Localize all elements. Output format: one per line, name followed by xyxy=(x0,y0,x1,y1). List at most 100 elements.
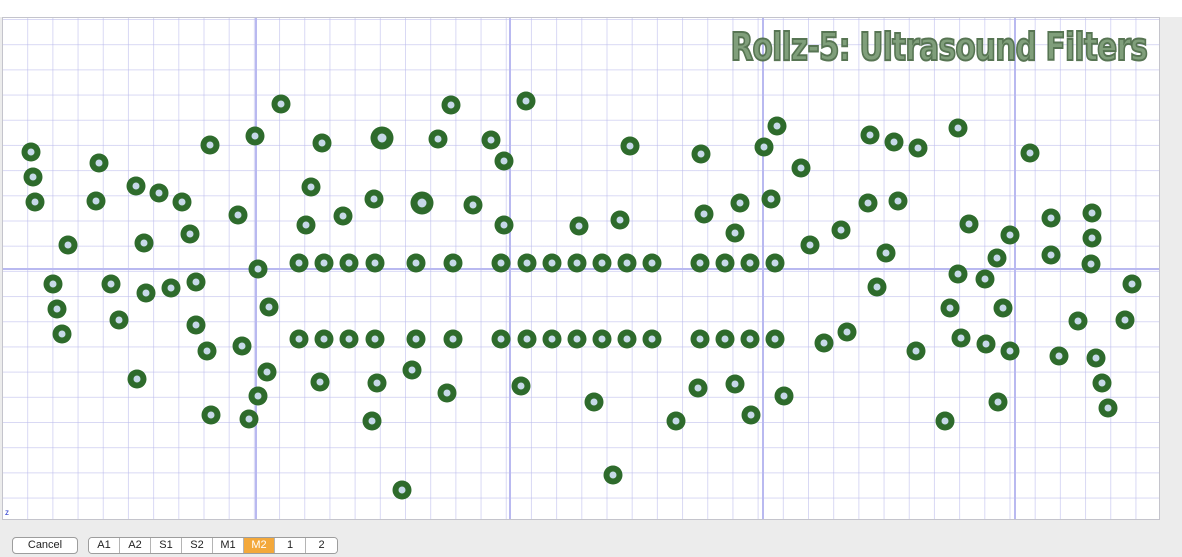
pcb-pad[interactable] xyxy=(715,253,735,273)
pcb-pad[interactable] xyxy=(767,116,787,136)
pcb-pad[interactable] xyxy=(688,378,708,398)
pcb-pad[interactable] xyxy=(1086,348,1106,368)
pcb-pad[interactable] xyxy=(134,233,154,253)
pcb-pad[interactable] xyxy=(542,329,562,349)
pcb-pad[interactable] xyxy=(392,480,412,500)
pcb-pad[interactable] xyxy=(617,329,637,349)
pcb-pad[interactable] xyxy=(443,253,463,273)
pcb-pad[interactable] xyxy=(443,329,463,349)
pcb-pad[interactable] xyxy=(976,334,996,354)
pcb-pad[interactable] xyxy=(975,269,995,289)
pcb-pad[interactable] xyxy=(481,130,501,150)
pcb-pad[interactable] xyxy=(23,167,43,187)
pcb-pad[interactable] xyxy=(1041,208,1061,228)
pcb-pad[interactable] xyxy=(884,132,904,152)
pcb-pad[interactable] xyxy=(694,204,714,224)
pcb-pad[interactable] xyxy=(791,158,811,178)
pcb-pad[interactable] xyxy=(463,195,483,215)
pcb-canvas[interactable]: Rollz-5: Ultrasound Filters z xyxy=(2,17,1160,520)
pcb-pad[interactable] xyxy=(21,142,41,162)
pcb-pad[interactable] xyxy=(1092,373,1112,393)
pcb-pad[interactable] xyxy=(517,329,537,349)
pcb-pad[interactable] xyxy=(516,91,536,111)
pcb-pad[interactable] xyxy=(642,253,662,273)
pcb-pad[interactable] xyxy=(370,126,394,150)
pcb-pad[interactable] xyxy=(837,322,857,342)
pcb-pad[interactable] xyxy=(494,215,514,235)
pcb-pad[interactable] xyxy=(491,329,511,349)
pcb-pad[interactable] xyxy=(1098,398,1118,418)
pcb-pad[interactable] xyxy=(136,283,156,303)
pcb-pad[interactable] xyxy=(186,272,206,292)
pcb-pad[interactable] xyxy=(1000,225,1020,245)
pcb-pad[interactable] xyxy=(367,373,387,393)
pcb-pad[interactable] xyxy=(610,210,630,230)
pcb-pad[interactable] xyxy=(86,191,106,211)
pcb-pad[interactable] xyxy=(1122,274,1142,294)
pcb-pad[interactable] xyxy=(180,224,200,244)
pcb-pad[interactable] xyxy=(491,253,511,273)
pcb-pad[interactable] xyxy=(441,95,461,115)
pcb-pad[interactable] xyxy=(310,372,330,392)
pcb-pad[interactable] xyxy=(259,297,279,317)
pcb-pad[interactable] xyxy=(406,329,426,349)
pcb-pad[interactable] xyxy=(301,177,321,197)
pcb-pad[interactable] xyxy=(906,341,926,361)
pcb-pad[interactable] xyxy=(951,328,971,348)
pcb-pad[interactable] xyxy=(271,94,291,114)
pcb-pad[interactable] xyxy=(620,136,640,156)
pcb-pad[interactable] xyxy=(948,264,968,284)
pcb-pad[interactable] xyxy=(1020,143,1040,163)
pcb-pad[interactable] xyxy=(101,274,121,294)
tab-1[interactable]: 1 xyxy=(275,538,306,553)
pcb-pad[interactable] xyxy=(542,253,562,273)
pcb-pad[interactable] xyxy=(126,176,146,196)
pcb-pad[interactable] xyxy=(988,392,1008,412)
pcb-pad[interactable] xyxy=(402,360,422,380)
pcb-pad[interactable] xyxy=(642,329,662,349)
pcb-pad[interactable] xyxy=(296,215,316,235)
pcb-pad[interactable] xyxy=(289,253,309,273)
pcb-pad[interactable] xyxy=(289,329,309,349)
pcb-pad[interactable] xyxy=(127,369,147,389)
pcb-pad[interactable] xyxy=(161,278,181,298)
tab-s1[interactable]: S1 xyxy=(151,538,182,553)
pcb-pad[interactable] xyxy=(1041,245,1061,265)
pcb-pad[interactable] xyxy=(740,253,760,273)
tab-2[interactable]: 2 xyxy=(306,538,337,553)
pcb-pad[interactable] xyxy=(1115,310,1135,330)
pcb-pad[interactable] xyxy=(197,341,217,361)
tab-m2[interactable]: M2 xyxy=(244,538,275,553)
pcb-pad[interactable] xyxy=(765,329,785,349)
pcb-pad[interactable] xyxy=(584,392,604,412)
pcb-pad[interactable] xyxy=(149,183,169,203)
pcb-pad[interactable] xyxy=(364,189,384,209)
pcb-pad[interactable] xyxy=(511,376,531,396)
pcb-pad[interactable] xyxy=(1000,341,1020,361)
pcb-pad[interactable] xyxy=(725,374,745,394)
pcb-pad[interactable] xyxy=(43,274,63,294)
pcb-pad[interactable] xyxy=(754,137,774,157)
pcb-pad[interactable] xyxy=(715,329,735,349)
cancel-button[interactable]: Cancel xyxy=(12,537,78,554)
pcb-pad[interactable] xyxy=(228,205,248,225)
pcb-pad[interactable] xyxy=(740,329,760,349)
pcb-pad[interactable] xyxy=(666,411,686,431)
pcb-pad[interactable] xyxy=(867,277,887,297)
pcb-pad[interactable] xyxy=(248,259,268,279)
pcb-pad[interactable] xyxy=(25,192,45,212)
pcb-pad[interactable] xyxy=(948,118,968,138)
pcb-pad[interactable] xyxy=(109,310,129,330)
pcb-pad[interactable] xyxy=(592,329,612,349)
pcb-pad[interactable] xyxy=(58,235,78,255)
tab-a2[interactable]: A2 xyxy=(120,538,151,553)
pcb-pad[interactable] xyxy=(406,253,426,273)
pcb-pad[interactable] xyxy=(362,411,382,431)
pcb-pad[interactable] xyxy=(800,235,820,255)
pcb-pad[interactable] xyxy=(1082,228,1102,248)
pcb-pad[interactable] xyxy=(592,253,612,273)
pcb-pad[interactable] xyxy=(690,253,710,273)
pcb-pad[interactable] xyxy=(52,324,72,344)
pcb-pad[interactable] xyxy=(876,243,896,263)
pcb-pad[interactable] xyxy=(567,253,587,273)
